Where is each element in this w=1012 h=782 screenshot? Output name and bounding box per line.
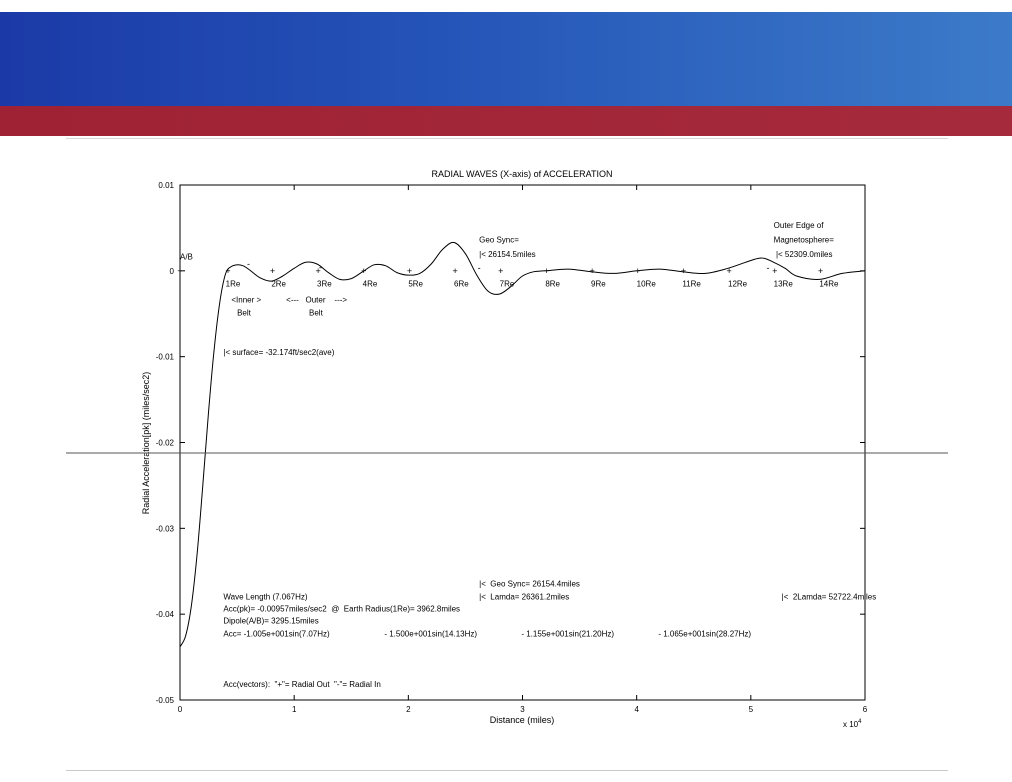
y-tick-label: -0.03 (156, 524, 175, 533)
radial-in-marker: - (247, 259, 250, 269)
vector-markers: + + + + + + + + + + + + + + +- - - - (177, 259, 823, 276)
annotation-label: <Inner > (231, 296, 261, 305)
x-tick-label: 6 (863, 705, 868, 714)
annotation-label: |< 52309.0miles (776, 250, 833, 259)
annotation-label: 13Re (774, 279, 794, 288)
x-tick-label: 5 (749, 705, 754, 714)
x-tick-label: 0 (178, 705, 183, 714)
radial-in-marker: - (319, 262, 322, 272)
annotation-label: 10Re (637, 279, 657, 288)
annotation-label: - 1.155e+001sin(21.20Hz) (521, 629, 614, 638)
chart-title: RADIAL WAVES (X-axis) of ACCELERATION (431, 169, 612, 179)
radial-in-marker: - (478, 263, 481, 273)
radial-out-marker: + (225, 266, 230, 276)
radial-out-marker: + (727, 266, 732, 276)
annotation-label: 14Re (819, 279, 839, 288)
annotation-label: Wave Length (7.067Hz) (223, 593, 308, 602)
annotation-label: - 1.065e+001sin(28.27Hz) (658, 629, 751, 638)
radial-out-marker: + (498, 266, 503, 276)
chart-annotations: A/B 1Re 2Re 3Re 4Re 5Re 6Re 7Re 8Re 9Re 10Re 11Re 12… (180, 221, 876, 689)
annotation-label: 6Re (454, 279, 469, 288)
annotation-label: - 1.500e+001sin(14.13Hz) (384, 629, 477, 638)
slide-divider-top (66, 138, 948, 139)
y-tick-label: -0.02 (156, 439, 175, 448)
radial-out-marker: + (818, 266, 823, 276)
series-line (179, 241, 866, 648)
slide-header-band (0, 12, 1012, 106)
x-axis-label: Distance (miles) (490, 715, 555, 725)
annotation-label: 4Re (363, 279, 378, 288)
y-axis-label: Radial Acceleration[pk] (miles/sec2) (141, 372, 151, 515)
annotation-label: 3Re (317, 279, 332, 288)
annotation-label: Dipole(A/B)= 3295.15miles (223, 617, 318, 626)
annotation-label: <--- Outer ---> (286, 296, 347, 305)
annotation-label: 12Re (728, 279, 748, 288)
y-tick-label: -0.04 (156, 610, 175, 619)
slide-divider-bottom (66, 770, 948, 771)
annotation-label: 11Re (682, 279, 701, 288)
x-tick-label: 4 (634, 705, 639, 714)
annotation-label: |< Lamda= 26361.2miles (479, 593, 569, 602)
annotation-label: Outer Edge of (774, 221, 825, 230)
radial-out-marker: + (316, 266, 321, 276)
annotation-label: |< Geo Sync= 26154.4miles (479, 580, 580, 589)
radial-out-marker: + (270, 266, 275, 276)
annotation-label: |< 2Lamda= 52722.4miles (782, 593, 877, 602)
radial-in-marker: - (766, 263, 769, 273)
annotation-label: |< surface= -32.174ft/sec2(ave) (223, 348, 334, 357)
y-tick-label: -0.05 (156, 696, 175, 705)
radial-out-marker: + (544, 266, 549, 276)
annotation-label: A/B (180, 253, 193, 262)
annotation-label: Acc(vectors): "+"= Radial Out "-"= Radia… (223, 680, 380, 689)
annotation-label: Geo Sync= (479, 236, 519, 245)
y-tick-label: 0 (170, 267, 175, 276)
annotation-label: 7Re (500, 279, 515, 288)
radial-out-marker: + (772, 266, 777, 276)
x-multiplier: x 104 (843, 719, 862, 729)
annotation-label: 5Re (408, 279, 423, 288)
annotation-label: 1Re (226, 279, 241, 288)
annotation-label: Belt (237, 308, 252, 317)
annotation-label: |< 26154.5miles (479, 250, 536, 259)
annotation-label: 8Re (545, 279, 560, 288)
annotation-label: Acc= -1.005e+001sin(7.07Hz) (223, 629, 330, 638)
x-tick-label: 1 (292, 705, 297, 714)
radial-out-marker: + (361, 266, 366, 276)
x-multiplier-base: x 10 (843, 720, 859, 729)
radial-out-marker: + (590, 266, 595, 276)
y-tick-label: -0.01 (156, 353, 175, 362)
slide-accent-band (0, 106, 1012, 136)
x-tick-label: 2 (406, 705, 411, 714)
radial-out-marker: + (177, 266, 182, 276)
annotation-label: Belt (309, 308, 324, 317)
annotation-label: 9Re (591, 279, 606, 288)
axis-ticks: 0 1 2 3 4 5 6 0.01 0 -0.01 -0.02 -0.03 -0.04 -0.05 (156, 181, 868, 714)
annotation-label: Acc(pk)= -0.00957miles/sec2 @ Earth Radi… (223, 605, 460, 614)
radial-out-marker: + (635, 266, 640, 276)
y-tick-label: 0.01 (158, 181, 174, 190)
x-tick-label: 3 (520, 705, 525, 714)
annotation-label: 2Re (271, 279, 286, 288)
radial-out-marker: + (453, 266, 458, 276)
data-series (179, 241, 866, 648)
x-multiplier-exponent: 4 (858, 719, 862, 725)
radial-out-marker: + (407, 266, 412, 276)
radial-out-marker: + (681, 266, 686, 276)
annotation-label: Magnetosphere= (774, 236, 835, 245)
